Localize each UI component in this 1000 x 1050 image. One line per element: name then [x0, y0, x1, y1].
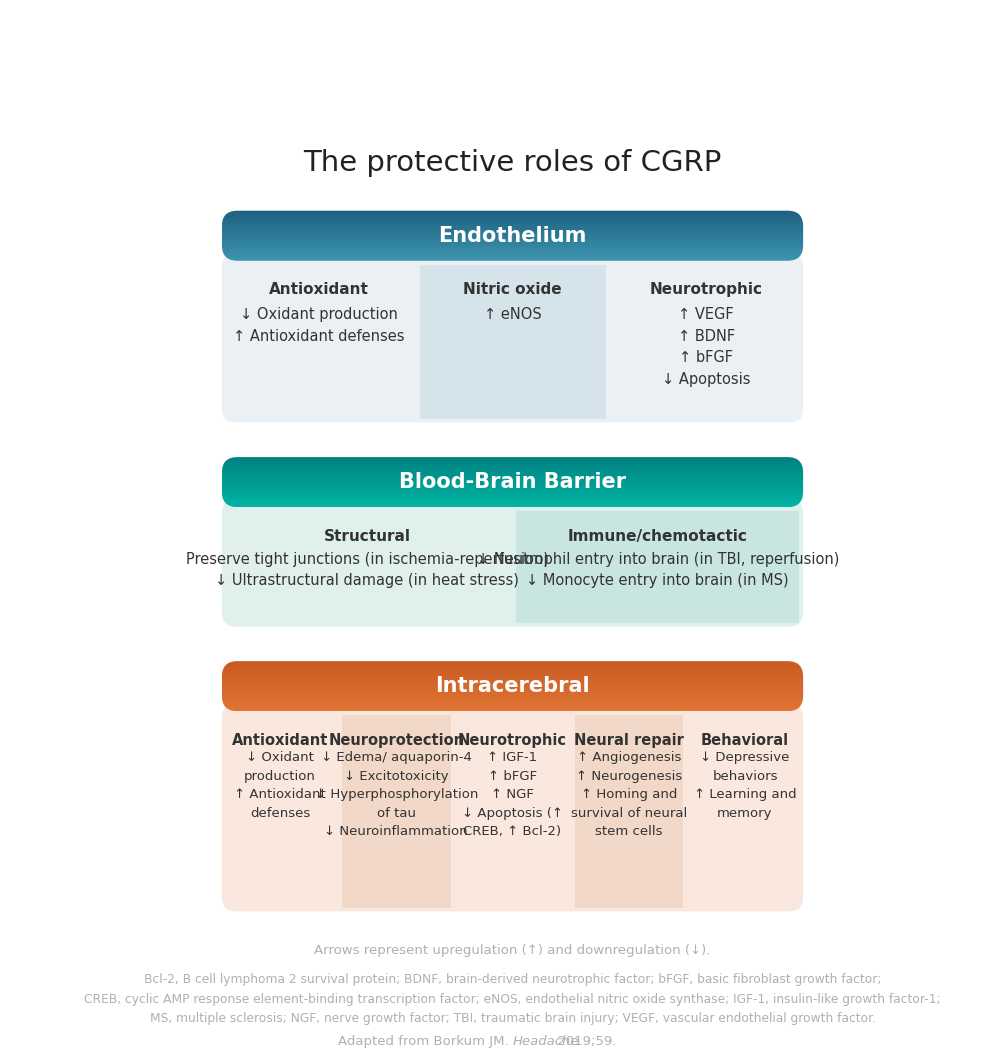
- Text: Arrows represent upregulation (↑) and downregulation (↓).: Arrows represent upregulation (↑) and do…: [314, 944, 711, 957]
- Bar: [458, 715, 567, 907]
- Text: ↓ Edema/ aquaporin-4
↓ Excitotoxicity
↓ Hyperphosphorylation
of tau
↓ Neuroinfla: ↓ Edema/ aquaporin-4 ↓ Excitotoxicity ↓ …: [315, 751, 478, 838]
- Text: Antioxidant: Antioxidant: [232, 733, 328, 748]
- Text: Bcl-2, B cell lymphoma 2 survival protein; BDNF, brain-derived neurotrophic fact: Bcl-2, B cell lymphoma 2 survival protei…: [84, 973, 941, 1025]
- Text: Structural: Structural: [324, 529, 411, 544]
- Text: ↑ Angiogenesis
↑ Neurogenesis
↑ Homing and
survival of neural
stem cells: ↑ Angiogenesis ↑ Neurogenesis ↑ Homing a…: [571, 751, 687, 838]
- Bar: [226, 715, 334, 907]
- Text: ↓ Depressive
behaviors
↑ Learning and
memory: ↓ Depressive behaviors ↑ Learning and me…: [694, 751, 796, 820]
- FancyBboxPatch shape: [222, 704, 803, 911]
- Text: Neurotrophic: Neurotrophic: [458, 733, 567, 748]
- Text: ↑ VEGF
↑ BDNF
↑ bFGF
↓ Apoptosis: ↑ VEGF ↑ BDNF ↑ bFGF ↓ Apoptosis: [662, 307, 750, 386]
- Text: ↑ eNOS: ↑ eNOS: [484, 307, 541, 322]
- Text: Intracerebral: Intracerebral: [435, 676, 590, 696]
- Text: Neurotrophic: Neurotrophic: [650, 282, 763, 297]
- Bar: [226, 265, 412, 419]
- Text: The protective roles of CGRP: The protective roles of CGRP: [303, 149, 722, 177]
- Bar: [574, 715, 683, 907]
- Text: Preserve tight junctions (in ischemia-reperfusion)
↓ Ultrastructural damage (in : Preserve tight junctions (in ischemia-re…: [186, 552, 549, 588]
- Bar: [516, 511, 799, 623]
- Text: ↓ Oxidant production
↑ Antioxidant defenses: ↓ Oxidant production ↑ Antioxidant defen…: [233, 307, 404, 343]
- FancyBboxPatch shape: [222, 253, 803, 422]
- Text: ↑ IGF-1
↑ bFGF
↑ NGF
↓ Apoptosis (↑
CREB, ↑ Bcl-2): ↑ IGF-1 ↑ bFGF ↑ NGF ↓ Apoptosis (↑ CREB…: [462, 751, 563, 838]
- Text: Behavioral: Behavioral: [701, 733, 789, 748]
- Text: Immune/chemotactic: Immune/chemotactic: [568, 529, 748, 544]
- Bar: [420, 265, 606, 419]
- Bar: [226, 511, 509, 623]
- Text: Endothelium: Endothelium: [438, 226, 587, 246]
- Text: Blood-Brain Barrier: Blood-Brain Barrier: [399, 472, 626, 492]
- Text: Adapted from Borkum JM.: Adapted from Borkum JM.: [338, 1034, 512, 1048]
- Bar: [613, 265, 799, 419]
- Text: Antioxidant: Antioxidant: [269, 282, 369, 297]
- Text: 2019;59.: 2019;59.: [553, 1034, 616, 1048]
- Text: ↓ Oxidant
production
↑ Antioxidant
defenses: ↓ Oxidant production ↑ Antioxidant defen…: [234, 751, 326, 820]
- Text: Neuroprotection: Neuroprotection: [328, 733, 464, 748]
- Bar: [342, 715, 450, 907]
- FancyBboxPatch shape: [222, 500, 803, 627]
- Text: Headache: Headache: [512, 1034, 579, 1048]
- Text: ↓ Neutrophil entry into brain (in TBI, reperfusion)
↓ Monocyte entry into brain : ↓ Neutrophil entry into brain (in TBI, r…: [477, 552, 839, 588]
- Text: Nitric oxide: Nitric oxide: [463, 282, 562, 297]
- Text: Neural repair: Neural repair: [574, 733, 684, 748]
- Bar: [691, 715, 799, 907]
